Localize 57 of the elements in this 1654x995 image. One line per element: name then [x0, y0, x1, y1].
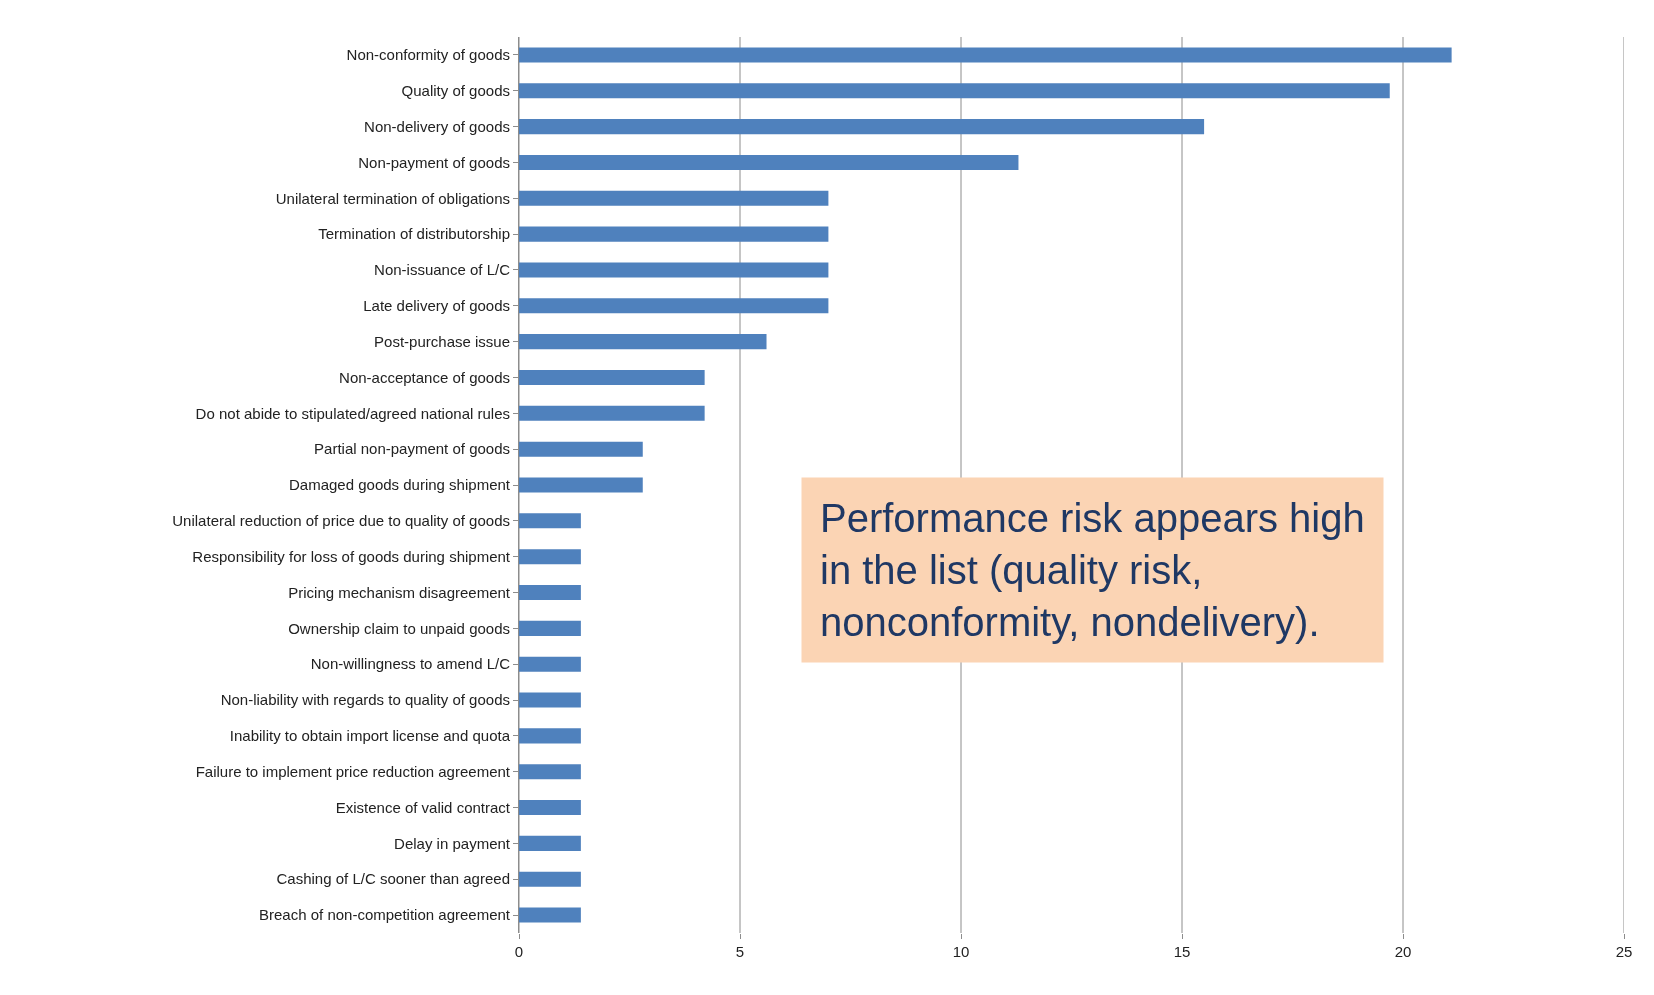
y-tick-label: Responsibility for loss of goods during shipment [192, 547, 511, 565]
bar [519, 405, 705, 421]
x-tick-label: 20 [1394, 943, 1412, 960]
bar [519, 298, 829, 314]
y-tick-label: Non-delivery of goods [364, 117, 510, 135]
y-tick-label: Termination of distributorship [318, 225, 510, 243]
bar [519, 656, 581, 672]
x-tick-label: 10 [952, 943, 970, 960]
y-tick-label: Non-liability with regards to quality of goods [220, 691, 510, 709]
bar [519, 728, 581, 744]
y-tick-label: Damaged goods during shipment [289, 476, 511, 494]
bar [519, 907, 581, 923]
bar [519, 549, 581, 565]
y-tick-label: Cashing of L/C sooner than agreed [276, 870, 510, 888]
bar [519, 800, 581, 816]
y-tick-label: Non-acceptance of goods [339, 368, 510, 386]
bar [519, 369, 705, 386]
bar [519, 477, 643, 493]
bar [519, 119, 1205, 135]
y-tick-label: Quality of goods [401, 82, 510, 100]
y-tick-label: Post-purchase issue [374, 332, 510, 350]
bar [519, 620, 581, 636]
bar [519, 764, 581, 780]
bar [519, 513, 581, 529]
bar [519, 47, 1452, 63]
y-tick-label: Late delivery of goods [363, 297, 510, 315]
y-tick-label: Unilateral reduction of price due to quality of goods [172, 512, 510, 530]
bar [519, 226, 829, 242]
bar [519, 692, 581, 708]
y-tick-label: Non-payment of goods [358, 153, 510, 171]
y-tick-label: Ownership claim to unpaid goods [288, 619, 510, 637]
x-tick-label: 25 [1615, 943, 1633, 960]
y-tick-label: Non-issuance of L/C [374, 261, 511, 279]
y-tick-label: Delay in payment [394, 834, 511, 852]
x-tick-label: 5 [735, 943, 745, 960]
bar [519, 83, 1390, 99]
y-tick-label: Non-willingness to amend L/C [310, 655, 511, 673]
bar [519, 262, 829, 278]
y-tick-label: Partial non-payment of goods [314, 440, 510, 458]
bar [519, 334, 767, 350]
y-tick-label: Pricing mechanism disagreement [288, 583, 511, 601]
x-tick-label: 0 [514, 943, 524, 960]
bar [519, 835, 581, 851]
bar [519, 584, 581, 601]
bar [519, 154, 1019, 170]
y-tick-label: Unilateral termination of obligations [275, 189, 510, 207]
bar [519, 190, 829, 206]
y-tick-label: Do not abide to stipulated/agreed national rules [195, 404, 510, 422]
y-tick-label: Non-conformity of goods [346, 46, 510, 64]
bar [519, 441, 643, 457]
annotation: Performance risk appears high in the list (quality risk, nonconformity, nondelivery). [820, 496, 1365, 644]
bar [519, 871, 581, 887]
y-tick-label: Failure to implement price reduction agreement [195, 762, 511, 780]
y-tick-label: Breach of non-competition agreement [259, 906, 511, 924]
x-tick-label: 15 [1173, 943, 1191, 960]
y-tick-label: Existence of valid contract [335, 798, 511, 816]
y-tick-label: Inability to obtain import license and quota [229, 727, 511, 745]
